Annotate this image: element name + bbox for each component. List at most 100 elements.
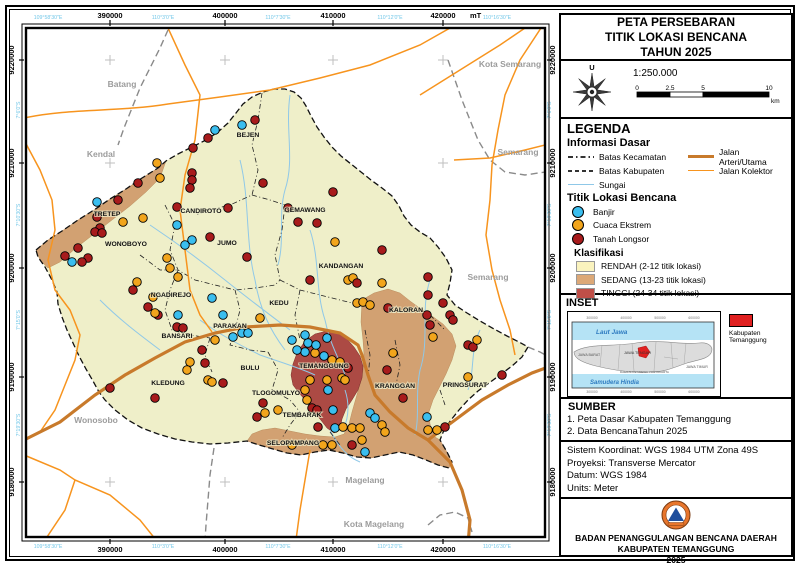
disaster-point [237,120,247,130]
disaster-point [210,335,220,345]
disaster-point [113,195,123,205]
rendah-swatch [576,260,595,272]
neighbor-label: Kendal [87,149,115,159]
jalan-arteri-sample [688,155,714,158]
disaster-point [228,332,238,342]
inset-axis-number: 500000 [654,316,665,320]
tanah-longsor-label: Tanah Longsor [593,233,650,244]
province-borders [599,341,687,372]
sumber-item-1: 1. Peta Dasar Kabupaten Temanggung [567,414,732,425]
disaster-point [200,358,210,368]
disaster-point [383,303,393,313]
batas-kabupaten-label: Batas Kabupaten [599,165,665,176]
graticule-label: 110°16'30"E [483,544,512,550]
district-label: KRANGGAN [375,383,415,390]
disaster-point [250,115,260,125]
disaster-point [463,372,473,382]
disaster-point [188,143,198,153]
axis-label: 410000 [320,545,345,554]
disaster-point [340,375,350,385]
map-frame-inner [24,26,547,539]
disaster-point [252,412,262,422]
neighbor-label: Batang [108,79,137,89]
disaster-point [92,212,102,222]
scale-bar-segment [636,91,671,97]
map-axis-labels: 390000 400000 410000 420000 mT 390000 400000 41… [7,11,557,554]
graticule-labels: 109°58'30"E 110°3'0"E 110°7'30"E 110°12'0"E… [16,15,553,550]
disaster-point [319,351,329,361]
graticule-label: 7°6'0"S [16,101,22,119]
disaster-point [440,422,450,432]
disaster-point [128,285,138,295]
graticule-label: 110°3'0"E [152,15,175,21]
inset-legend-label: Kabupaten Temanggung [729,330,767,344]
sedang-label: SEDANG (13-23 titik lokasi) [601,274,706,285]
disaster-point [205,232,215,242]
disaster-point [497,370,507,380]
disaster-point [133,178,143,188]
disaster-point [273,405,283,415]
axis-label: 400000 [212,545,237,554]
disaster-point [423,290,433,300]
axis-label: 420000 [430,11,455,20]
map-frame-outer [21,23,550,542]
district-label: TEMANGGUNG [299,363,349,370]
disaster-point [303,338,313,348]
disaster-point [203,133,213,143]
jalan-arteri-lines [27,323,544,536]
graticule-label: 109°58'30"E [34,15,63,21]
disaster-point [377,278,387,288]
disaster-point [422,310,432,320]
disaster-point [300,347,310,357]
disaster-point [328,187,338,197]
disaster-point [305,375,315,385]
scale-tick-label: 10 [765,85,773,92]
district-label: PARAKAN [213,323,247,330]
disaster-point [258,178,268,188]
disaster-point [207,377,217,387]
district-label: GEMAWANG [284,207,325,214]
disaster-point [312,405,322,415]
disaster-point [338,422,348,432]
graticule-label: 7°10'30"S [16,203,22,226]
axis-label: 410000 [320,11,345,20]
district-label: SELOPAMPANG [267,440,319,447]
footer-org-line2: KABUPATEN TEMANGGUNG [617,543,735,554]
neighbor-label: Semarang [467,272,508,282]
rendah-label: RENDAH (2-12 titik lokasi) [601,261,702,272]
tinggi-label: TINGGI (24-34 titik lokasi) [601,288,700,299]
sumber-item-2: 2. Data BencanaTahun 2025 [567,426,688,438]
disaster-point [388,348,398,358]
disaster-point [92,197,102,207]
axis-label: 420000 [430,545,455,554]
disaster-point [438,298,448,308]
disaster-point [327,440,337,450]
inset-axis-number: 400000 [620,316,631,320]
inset-legend: Kabupaten Temanggung [729,310,787,344]
scale-unit: km [771,98,780,105]
disaster-point [355,423,365,433]
disaster-point [243,328,253,338]
disaster-point [468,342,478,352]
disaster-point [287,440,297,450]
disaster-point [300,330,310,340]
scale-tick-label: 0 [635,85,639,92]
graticule-label: 110°12'0"E [377,544,403,550]
coord-units: Units: Meter [567,483,619,495]
disaster-point [67,257,77,267]
disaster-point [152,158,162,168]
legend-block: LEGENDA Informasi Dasar Batas Kecamatan … [561,119,791,299]
jawa-timur-label: JAWA TIMUR [686,365,708,369]
neighbor-label: Magelang [345,475,384,485]
footer-year: 2025 [666,554,686,565]
district-label: BEJEN [237,132,260,139]
disaster-point [365,300,375,310]
scale-bar-segment [702,91,770,97]
graticule-label: 110°7'30"E [265,15,291,21]
disaster-point [292,345,302,355]
disaster-point [347,440,357,450]
jalan-kolektor-label: Jalan Kolektor [719,165,773,176]
diy-label: DAERAH ISTIMEWA YOGYAKARTA [620,370,669,374]
disaster-point [323,385,333,395]
disaster-point [173,272,183,282]
